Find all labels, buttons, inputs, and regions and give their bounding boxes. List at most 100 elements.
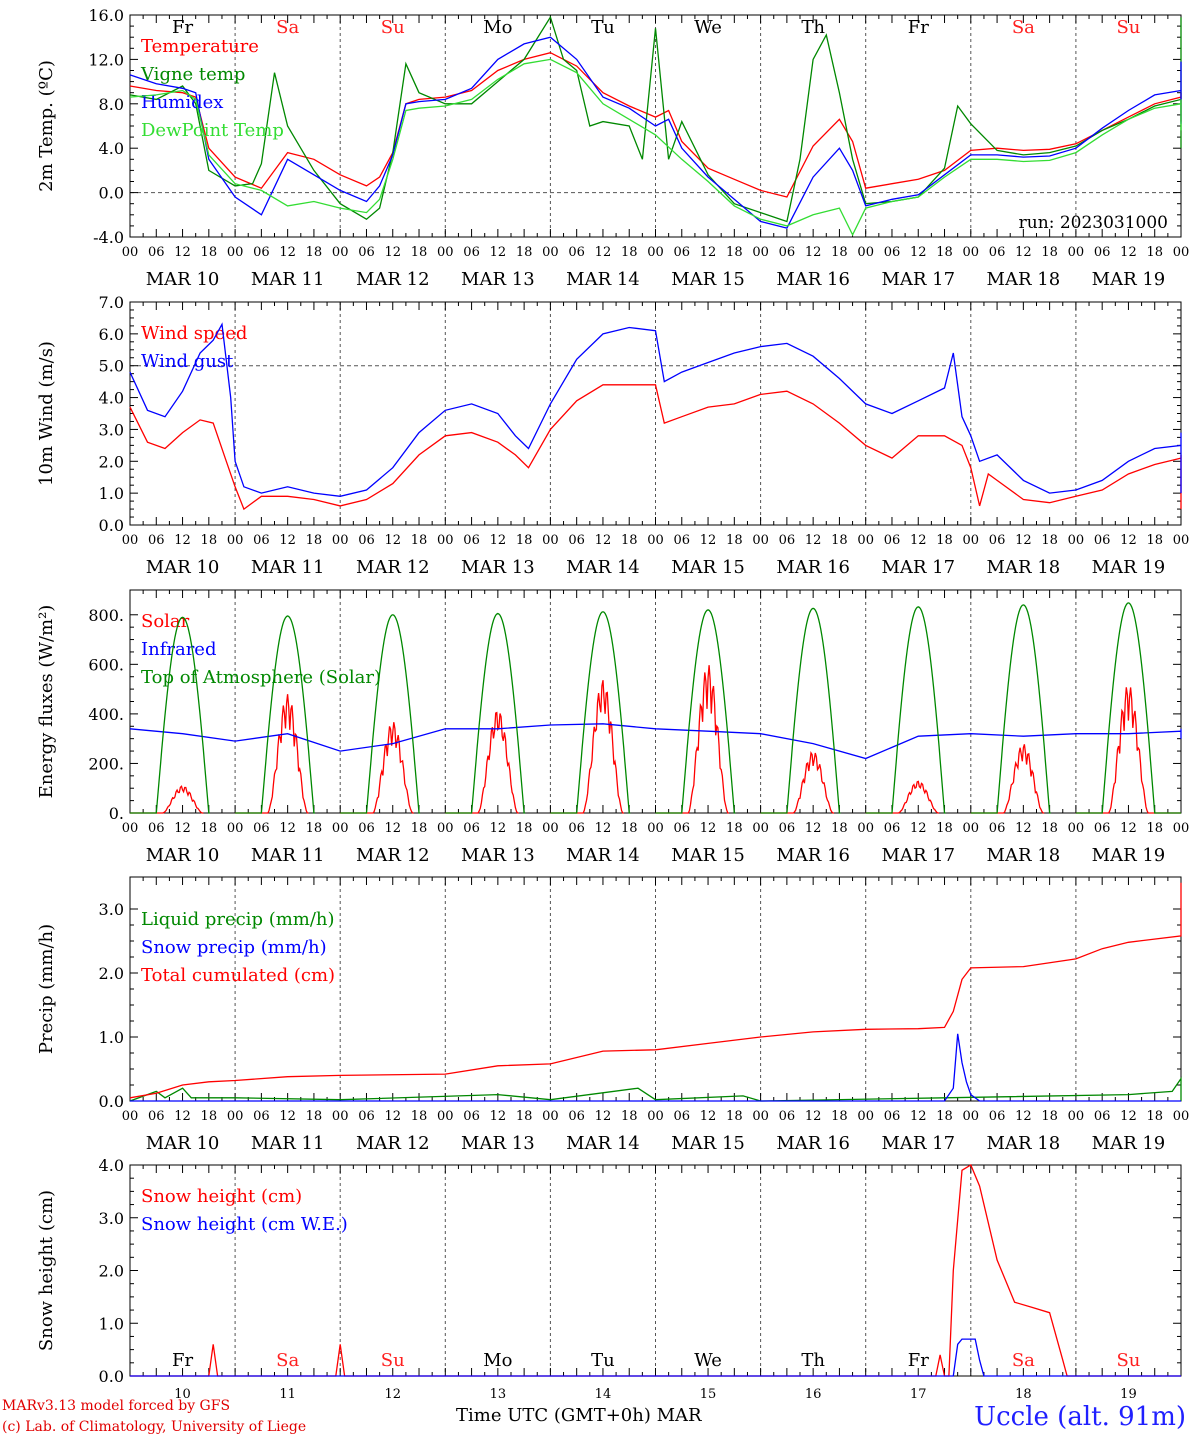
hour-tick-label: 06 (989, 533, 1006, 548)
date-label: MAR 18 (987, 1133, 1061, 1154)
y-tick-label: 16.0 (88, 6, 124, 25)
hour-tick-label: 00 (963, 1109, 980, 1124)
hour-tick-label: 06 (1094, 821, 1111, 836)
y-axis-label: 2m Temp. (ºC) (36, 60, 57, 192)
y-axis-label: Energy fluxes (W/m²) (36, 605, 57, 799)
hour-tick-label: 00 (1068, 245, 1085, 260)
hour-tick-label: 18 (411, 1109, 428, 1124)
hour-tick-label: 12 (384, 533, 401, 548)
hour-tick-label: 12 (910, 533, 927, 548)
date-label: MAR 19 (1092, 269, 1166, 290)
y-tick-label: 6.0 (99, 325, 124, 344)
date-label: MAR 19 (1092, 1133, 1166, 1154)
weekday-label: Th (801, 1350, 825, 1371)
legend-entry: DewPoint Temp (141, 120, 284, 141)
date-label: MAR 10 (146, 557, 220, 578)
hour-tick-label: 12 (805, 821, 822, 836)
y-axis-label: Precip (mm/h) (36, 924, 57, 1054)
weekday-label: Mo (483, 17, 512, 38)
lab-credit: (c) Lab. of Climatology, University of L… (2, 1419, 307, 1435)
hour-tick-label: 12 (1015, 821, 1032, 836)
weekday-label: Tu (591, 1350, 615, 1371)
date-label: MAR 12 (356, 1133, 430, 1154)
y-tick-label: 8.0 (99, 95, 124, 114)
weekday-label: Sa (1012, 17, 1035, 38)
weekday-label: Tu (591, 17, 615, 38)
weekday-label: Fr (908, 17, 929, 38)
legend-entry: Infrared (141, 639, 216, 660)
hour-tick-label: 06 (253, 245, 270, 260)
y-tick-label: 2.0 (99, 964, 124, 983)
hour-tick-label: 00 (857, 821, 874, 836)
hour-tick-label: 06 (568, 245, 585, 260)
hour-tick-label: 06 (358, 245, 375, 260)
date-label: MAR 13 (461, 845, 535, 866)
day-number-label: 16 (805, 1387, 822, 1402)
series-line-humidex (129, 36, 1182, 229)
date-label: MAR 10 (146, 845, 220, 866)
hour-tick-label: 18 (726, 821, 743, 836)
y-tick-label: 200. (88, 754, 124, 773)
hour-tick-label: 12 (1015, 1109, 1032, 1124)
hour-tick-label: 18 (201, 245, 218, 260)
hour-tick-label: 18 (1041, 533, 1058, 548)
y-tick-label: 3.0 (99, 900, 124, 919)
date-label: MAR 14 (566, 845, 640, 866)
hour-tick-label: 18 (621, 245, 638, 260)
hour-tick-label: 06 (884, 1109, 901, 1124)
hour-tick-label: 06 (568, 533, 585, 548)
y-tick-label: 1.0 (99, 484, 124, 503)
y-tick-label: -4.0 (93, 228, 124, 247)
hour-tick-label: 12 (700, 533, 717, 548)
hour-tick-label: 06 (674, 245, 691, 260)
date-label: MAR 10 (146, 1133, 220, 1154)
series-line-total-cumulated-cm- (129, 882, 1182, 1099)
date-label: MAR 18 (987, 557, 1061, 578)
hour-tick-label: 12 (490, 245, 507, 260)
hour-tick-label: 18 (621, 1109, 638, 1124)
date-label: MAR 14 (566, 269, 640, 290)
hour-tick-label: 00 (647, 821, 664, 836)
hour-tick-label: 00 (857, 533, 874, 548)
series-line-wind-gust (129, 322, 1182, 497)
y-tick-label: 4.0 (99, 139, 124, 158)
hour-tick-label: 06 (989, 245, 1006, 260)
hour-tick-label: 18 (516, 1109, 533, 1124)
hour-tick-label: 18 (201, 533, 218, 548)
hour-tick-label: 18 (936, 245, 953, 260)
hour-tick-label: 18 (1146, 821, 1163, 836)
y-tick-label: 1.0 (99, 1314, 124, 1333)
hour-tick-label: 00 (332, 821, 349, 836)
hour-tick-label: 18 (831, 1109, 848, 1124)
hour-tick-label: 12 (1120, 245, 1137, 260)
hour-tick-label: 06 (674, 533, 691, 548)
hour-tick-label: 06 (253, 533, 270, 548)
hour-tick-label: 00 (122, 533, 139, 548)
legend-entry: Snow precip (mm/h) (141, 937, 327, 958)
series-line-dewpoint-temp (129, 58, 1182, 237)
day-number-label: 11 (279, 1387, 296, 1402)
hour-tick-label: 06 (779, 533, 796, 548)
hour-tick-label: 18 (831, 245, 848, 260)
legend-entry: Wind gust (141, 351, 234, 372)
date-label: MAR 16 (776, 269, 850, 290)
hour-tick-label: 00 (647, 533, 664, 548)
date-label: MAR 17 (881, 269, 955, 290)
date-label: MAR 19 (1092, 845, 1166, 866)
hour-tick-label: 12 (1120, 821, 1137, 836)
y-axis-label: 10m Wind (m/s) (36, 341, 57, 486)
hour-tick-label: 00 (963, 821, 980, 836)
hour-tick-label: 12 (279, 1109, 296, 1124)
series-line-infrared (129, 723, 1182, 760)
hour-tick-label: 00 (227, 533, 244, 548)
hour-tick-label: 06 (674, 1109, 691, 1124)
hour-tick-label: 12 (595, 533, 612, 548)
hour-tick-label: 06 (884, 533, 901, 548)
legend-entry: Humidex (141, 92, 223, 113)
legend-entry: Snow height (cm) (141, 1186, 302, 1207)
hour-tick-label: 12 (490, 533, 507, 548)
y-tick-label: 400. (88, 705, 124, 724)
day-number-label: 14 (595, 1387, 612, 1402)
hour-tick-label: 06 (148, 821, 165, 836)
legend-entry: Vigne temp (140, 64, 245, 85)
